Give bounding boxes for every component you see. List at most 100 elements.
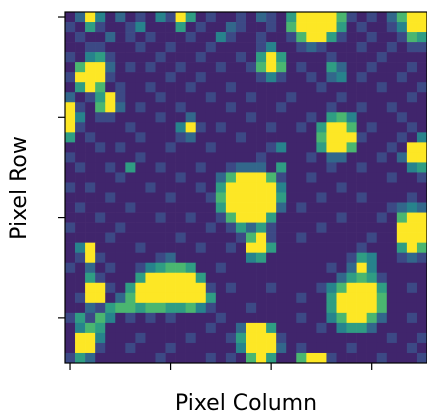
- heatmap-cell: [85, 102, 96, 113]
- heatmap-cell: [266, 22, 277, 33]
- heatmap-cell: [205, 252, 217, 264]
- heatmap-cell: [195, 22, 207, 33]
- heatmap-cell: [316, 162, 327, 173]
- heatmap-cell: [336, 102, 347, 113]
- heatmap-cell: [125, 342, 136, 354]
- heatmap-cell: [316, 92, 327, 103]
- heatmap-cell: [346, 322, 357, 334]
- heatmap-cell: [316, 72, 327, 83]
- heatmap-cell: [256, 272, 267, 284]
- heatmap-cell: [95, 112, 106, 123]
- heatmap-cell: [225, 72, 237, 83]
- heatmap-cell: [406, 182, 418, 193]
- heatmap-cell: [75, 152, 86, 163]
- heatmap-cell: [115, 72, 126, 83]
- heatmap-cell: [376, 92, 388, 103]
- heatmap-cell: [75, 332, 86, 344]
- heatmap-cell: [75, 162, 86, 173]
- heatmap-cell: [105, 182, 116, 193]
- heatmap-cell: [276, 72, 287, 83]
- heatmap-cell: [386, 42, 398, 53]
- heatmap-cell: [125, 182, 136, 193]
- heatmap-cell: [386, 142, 398, 153]
- heatmap-cell: [416, 202, 427, 213]
- heatmap-cell: [145, 42, 156, 53]
- heatmap-cell: [185, 212, 197, 223]
- heatmap-cell: [85, 332, 96, 344]
- heatmap-cell: [356, 292, 367, 304]
- heatmap-cell: [165, 102, 176, 113]
- heatmap-cell: [65, 352, 76, 364]
- heatmap-cell: [326, 282, 337, 294]
- heatmap-cell: [266, 152, 277, 163]
- heatmap-cell: [266, 252, 277, 264]
- heatmap-cell: [346, 302, 357, 314]
- heatmap-cell: [286, 332, 297, 344]
- heatmap-cell: [246, 282, 257, 294]
- heatmap-cell: [366, 82, 378, 93]
- heatmap-cell: [266, 262, 277, 274]
- heatmap-cell: [95, 252, 106, 264]
- heatmap-cell: [85, 122, 96, 133]
- heatmap-cell: [386, 292, 398, 304]
- heatmap-cell: [195, 252, 207, 264]
- heatmap-cell: [406, 352, 418, 364]
- heatmap-cell: [296, 172, 307, 183]
- heatmap-cell: [115, 172, 126, 183]
- heatmap-cell: [336, 252, 347, 264]
- heatmap-cell: [396, 242, 408, 253]
- heatmap-cell: [195, 182, 207, 193]
- heatmap-cell: [205, 152, 217, 163]
- heatmap-cell: [235, 12, 247, 23]
- heatmap-cell: [115, 292, 126, 304]
- heatmap-cell: [336, 312, 347, 324]
- heatmap-cell: [175, 352, 186, 364]
- heatmap-cell: [316, 312, 327, 324]
- heatmap-cell: [406, 282, 418, 294]
- heatmap-cell: [256, 192, 267, 203]
- heatmap-cell: [195, 312, 207, 324]
- heatmap-cell: [155, 52, 166, 63]
- heatmap-cell: [356, 102, 367, 113]
- heatmap-cell: [376, 162, 388, 173]
- heatmap-cell: [85, 262, 96, 274]
- heatmap-cell: [396, 202, 408, 213]
- heatmap-cell: [205, 82, 217, 93]
- heatmap-cell: [306, 102, 317, 113]
- heatmap-cell: [145, 182, 156, 193]
- heatmap-cell: [266, 122, 277, 133]
- heatmap-cell: [155, 272, 166, 284]
- heatmap-cell: [145, 322, 156, 334]
- heatmap-cell: [356, 182, 367, 193]
- heatmap-cell: [346, 132, 357, 143]
- heatmap-cell: [205, 112, 217, 123]
- heatmap-cell: [346, 292, 357, 304]
- heatmap-cell: [306, 252, 317, 264]
- heatmap-cell: [105, 112, 116, 123]
- heatmap-cell: [306, 212, 317, 223]
- heatmap-cell: [256, 282, 267, 294]
- heatmap-cell: [286, 62, 297, 73]
- heatmap-cell: [125, 302, 136, 314]
- heatmap-cell: [336, 282, 347, 294]
- heatmap-cell: [65, 152, 76, 163]
- heatmap-cell: [346, 182, 357, 193]
- heatmap-cell: [105, 342, 116, 354]
- heatmap-cell: [75, 22, 86, 33]
- heatmap-cell: [306, 342, 317, 354]
- heatmap-cell: [276, 242, 287, 253]
- heatmap-cell: [95, 162, 106, 173]
- heatmap-cell: [276, 232, 287, 243]
- heatmap-cell: [75, 242, 86, 253]
- heatmap-cell: [416, 352, 427, 364]
- heatmap-cell: [266, 192, 277, 203]
- heatmap-cell: [416, 222, 427, 233]
- heatmap-cell: [185, 122, 197, 133]
- heatmap-cell: [65, 222, 76, 233]
- heatmap-cell: [286, 112, 297, 123]
- heatmap-cell: [406, 312, 418, 324]
- heatmap-cell: [135, 52, 146, 63]
- heatmap-cell: [326, 162, 337, 173]
- heatmap-cell: [145, 92, 156, 103]
- heatmap-cell: [105, 132, 116, 143]
